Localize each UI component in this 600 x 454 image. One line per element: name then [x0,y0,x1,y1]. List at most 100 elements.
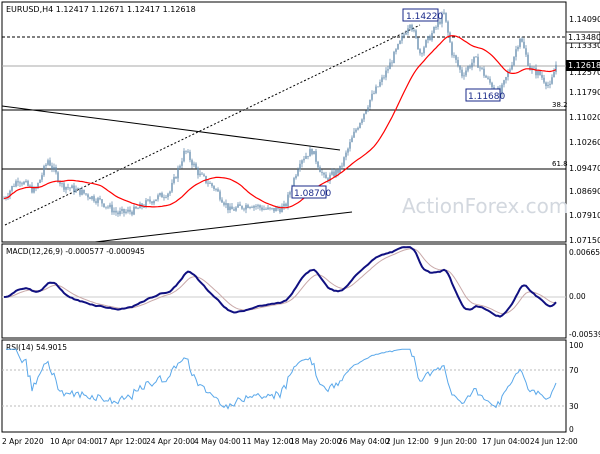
candle-body [537,70,539,76]
candle-body [177,167,179,179]
candle-body [173,177,175,183]
candle-body [209,183,211,185]
candle-body [189,151,191,161]
macd-label: MACD(12,26,9) -0.000577 -0.000945 [6,247,145,256]
annotation-low-2-label: 1.08700 [294,189,331,199]
candle-body [75,188,77,193]
candle-body [481,67,483,69]
candle-body [369,99,371,108]
candle-body [415,30,417,38]
price-tick: 1.12570 [569,68,600,77]
annotation-high: 1.14220 [402,8,443,22]
candle-body [509,69,511,72]
candle-body [217,189,219,192]
candle-body [487,77,489,79]
candle-body [417,37,419,50]
price-tick: 1.08690 [569,187,600,196]
dotted-rising-trendline [4,24,421,226]
candle-body [489,78,491,83]
candle-body [17,181,19,183]
candle-body [467,66,469,71]
candle-body [279,208,281,213]
candle-body [525,48,527,55]
candle-body [71,185,73,189]
candle-body [235,207,237,211]
candle-body [31,185,33,193]
candle-body [249,206,251,208]
candle-body [455,55,457,60]
candle-body [529,65,531,71]
candle-body [211,183,213,187]
annotation-high-label: 1.14220 [406,12,443,22]
candle-body [281,206,283,213]
candle-body [49,160,51,166]
time-tick: 9 Jun 20:00 [434,437,477,446]
candle-body [339,165,341,173]
macd-panel-frame [1,243,567,339]
candle-body [153,201,155,204]
candle-body [483,68,485,76]
candle-body [163,197,165,199]
candle-body [191,160,193,166]
price-tick: 1.10260 [569,138,600,147]
candle-body [553,72,555,78]
main-panel-frame [1,1,567,243]
rsi-panel-frame [1,339,567,433]
rsi-tick: 70 [569,366,579,375]
candle-body [239,204,241,206]
candle-body [317,161,319,168]
candle-body [185,150,187,152]
candle-body [181,161,183,166]
candle-body [515,49,517,57]
candle-body [287,194,289,207]
candle-body [353,131,355,138]
price-tick: 1.14090 [569,15,600,24]
candle-series [3,9,557,217]
candle-body [149,199,151,202]
rsi-tick: 30 [569,402,579,411]
candle-body [89,197,91,200]
candle-body [37,182,39,189]
candle-body [365,110,367,114]
candle-body [13,186,15,187]
macd-tick: 0.00 [569,292,586,301]
candle-body [349,142,351,149]
candle-body [545,82,547,87]
moving-average-line [3,35,557,209]
candle-body [435,26,437,28]
price-tick: 1.07910 [569,211,600,220]
candle-body [355,129,357,132]
candle-body [429,36,431,41]
candle-body [521,38,523,42]
candle-body [227,203,229,211]
candle-body [465,70,467,76]
candle-body [389,62,391,70]
candle-body [299,163,301,170]
candle-body [463,75,465,77]
candle-body [533,67,535,69]
candle-body [253,206,255,208]
candle-body [199,173,201,176]
candle-body [513,56,515,66]
candle-body [207,182,209,184]
candle-body [437,21,439,27]
price-tick: 1.11020 [569,113,600,122]
candle-body [445,12,447,22]
candle-body [345,152,347,158]
level-top-box [565,31,600,44]
level-top-label: 1.13480 [568,33,600,42]
candle-body [461,69,463,77]
candle-body [511,65,513,70]
candle-body [45,164,47,167]
candle-body [101,199,103,204]
candle-body [19,182,21,184]
candle-body [245,205,247,210]
candle-body [93,196,95,202]
candle-body [133,206,135,215]
candle-body [343,157,345,166]
candle-body [441,13,443,24]
candle-body [425,40,427,48]
candle-body [63,183,65,190]
candle-body [261,207,263,210]
